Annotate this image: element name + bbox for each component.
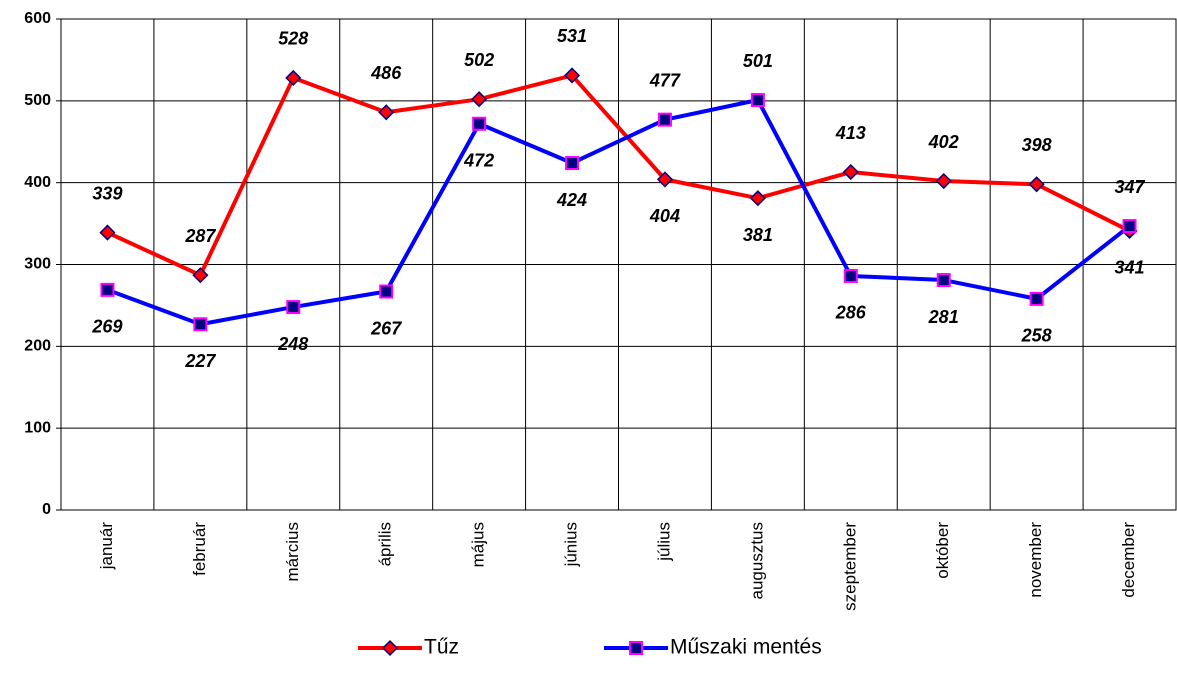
marker [565, 156, 580, 171]
legend-label: Műszaki mentés [670, 636, 822, 659]
data-label: 248 [277, 334, 308, 354]
data-label: 477 [649, 70, 681, 90]
x-tick-label: február [190, 522, 209, 576]
y-tick-label: 100 [24, 419, 51, 436]
marker [1029, 291, 1044, 306]
data-label: 528 [278, 29, 308, 49]
y-tick-label: 400 [24, 174, 51, 191]
legend-marker [381, 639, 399, 657]
marker [285, 69, 302, 86]
marker [472, 116, 487, 131]
x-tick-label: augusztus [747, 522, 766, 600]
x-tick-label: július [654, 522, 673, 562]
marker [286, 300, 301, 315]
x-tick-label: március [283, 522, 302, 582]
y-tick-label: 600 [24, 10, 51, 27]
marker [935, 172, 952, 190]
legend-marker [629, 641, 643, 655]
series-line [106, 73, 1131, 278]
data-label: 269 [91, 317, 122, 337]
marker [99, 224, 116, 241]
data-label: 287 [184, 226, 216, 246]
marker [192, 267, 209, 284]
data-label: 341 [1115, 258, 1145, 278]
data-label: 413 [835, 123, 866, 143]
data-label: 398 [1022, 135, 1052, 155]
data-label: 267 [370, 318, 402, 338]
y-tick-label: 0 [42, 501, 51, 518]
x-tick-label: november [1026, 522, 1045, 598]
marker [656, 171, 674, 188]
marker [936, 273, 951, 288]
legend-label: Tűz [424, 636, 459, 659]
series-line [106, 98, 1131, 327]
x-tick-label: június [562, 522, 581, 567]
marker [657, 112, 672, 127]
x-tick-label: április [376, 522, 395, 566]
marker [379, 284, 394, 299]
data-label: 472 [463, 150, 494, 170]
data-label: 402 [928, 132, 959, 152]
marker [563, 67, 581, 84]
x-tick-label: január [97, 522, 116, 571]
y-tick-label: 300 [24, 256, 51, 273]
marker [749, 190, 766, 207]
x-tick-label: október [933, 522, 952, 579]
marker [750, 93, 765, 108]
y-tick-label: 500 [24, 92, 51, 109]
marker [1028, 176, 1045, 193]
data-label: 486 [370, 63, 402, 83]
y-tick-label: 200 [24, 338, 51, 355]
data-label: 286 [835, 303, 867, 323]
x-tick-label: május [469, 522, 488, 567]
marker [471, 91, 488, 108]
x-tick-label: december [1119, 522, 1138, 598]
data-label: 381 [743, 225, 773, 245]
data-label: 227 [184, 351, 216, 371]
marker [378, 104, 395, 121]
marker [1122, 219, 1137, 234]
data-label: 501 [743, 51, 773, 71]
marker [842, 163, 859, 181]
data-label: 424 [556, 190, 587, 210]
data-label: 258 [1021, 326, 1052, 346]
marker [100, 282, 115, 297]
data-label: 347 [1115, 177, 1146, 197]
data-label: 502 [464, 50, 494, 70]
data-label: 281 [928, 307, 959, 327]
data-label: 339 [92, 183, 122, 203]
data-label: 404 [649, 206, 680, 226]
marker [843, 268, 858, 283]
marker [193, 317, 208, 332]
x-tick-label: szeptember [840, 522, 859, 611]
data-label: 531 [557, 26, 587, 46]
